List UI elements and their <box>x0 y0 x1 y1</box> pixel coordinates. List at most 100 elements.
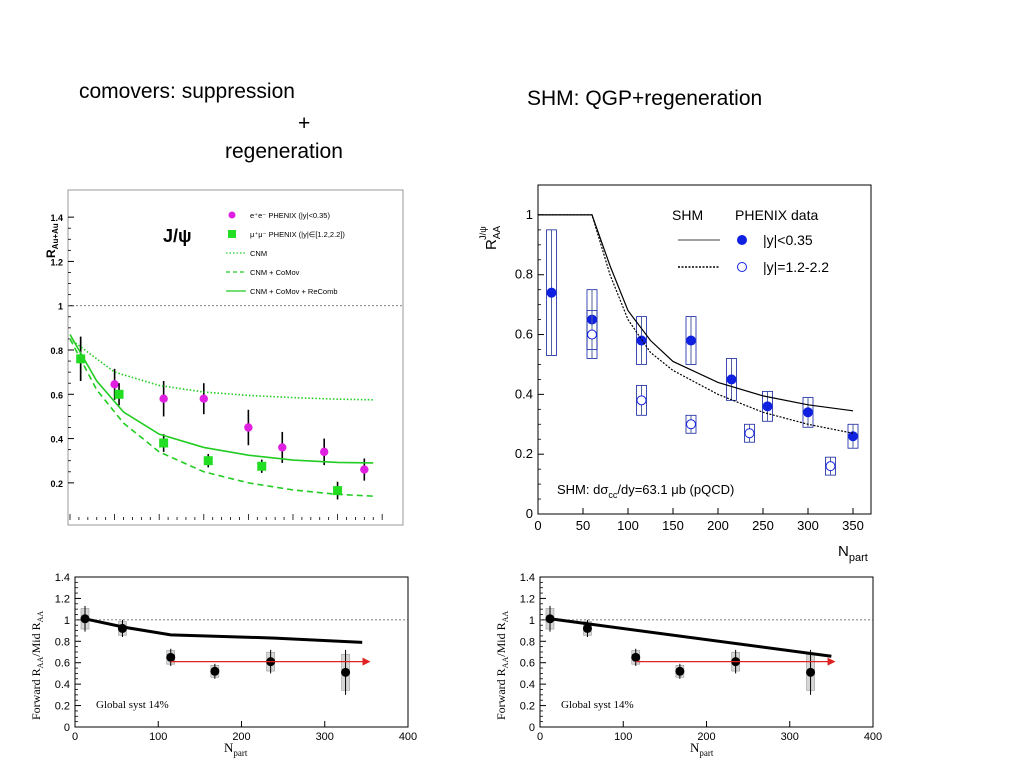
shm-xtick-label: 300 <box>797 518 819 533</box>
ratio-left-series-1-line <box>84 617 363 644</box>
shm-xtick-label: 100 <box>617 518 639 533</box>
comovers-legend-label: CNM + CoMov + ReComb <box>250 287 338 296</box>
ratio-right-ytick-label: 0.8 <box>520 636 535 648</box>
comovers-series-1-point <box>257 461 267 471</box>
ratio-right-ytick-label: 0.6 <box>520 658 535 670</box>
shm-series-1-point <box>587 329 597 340</box>
shm-ytick-label: 1 <box>526 207 533 222</box>
shm-series-1-point <box>636 395 647 406</box>
comovers-legend-label: CNM <box>250 249 267 258</box>
title-comovers: comovers: suppression <box>79 80 295 103</box>
comovers-ytick-label: 0.6 <box>50 390 63 400</box>
shm-series-0-point <box>636 335 647 346</box>
comovers-series-3-line <box>69 338 374 497</box>
shm-annotation: SHM: dσcc/dy=63.1 μb (pQCD) <box>557 482 734 500</box>
ratio-left-ytick-label: 0.2 <box>55 701 70 713</box>
shm-ytick-label: 0.2 <box>515 446 533 461</box>
shm-xtick-label: 350 <box>842 518 864 533</box>
comovers-ytick-label: 0.8 <box>50 346 63 356</box>
shm-series-0-point <box>686 335 696 346</box>
shm-xtick-label: 0 <box>534 518 541 533</box>
comovers-ytick-label: 1 <box>58 302 63 312</box>
ratio-left-xtick-label: 200 <box>232 731 250 743</box>
shm-xtick-label: 150 <box>662 518 684 533</box>
ratio-left-xlabel: Npart <box>224 740 248 758</box>
ratio-right-ylabel: Forward RAA/Mid RAA <box>494 611 510 720</box>
comovers-series-2-line <box>69 338 374 401</box>
ratio-right-ytick-label: 0 <box>529 722 535 734</box>
ratio-left-ytick-label: 0.4 <box>55 679 70 691</box>
shm-series-0-point <box>803 407 813 418</box>
comovers-legend-marker <box>228 211 236 219</box>
ratio-left-annotation: Global syst 14% <box>96 699 169 711</box>
ratio-left-xtick-label: 0 <box>72 731 78 743</box>
ratio-right-ytick-label: 1 <box>529 615 535 627</box>
comovers-series-1-point <box>114 389 124 399</box>
comovers-series-1-point <box>159 438 169 448</box>
ratio-left-series-0-point <box>166 652 176 662</box>
ratio-right-ytick-label: 0.2 <box>520 701 535 713</box>
comovers-series-0-point <box>244 423 253 432</box>
shm-xtick-label: 250 <box>752 518 774 533</box>
comovers-series-0-point <box>110 380 119 389</box>
ratio-left-xtick-label: 400 <box>399 731 417 743</box>
shm-ytick-label: 0.6 <box>515 327 533 342</box>
ratio-left-series-2-arrow-head <box>362 657 371 666</box>
ratio-left-ytick-label: 1.4 <box>55 572 70 584</box>
ratio-left-ytick-label: 1 <box>64 615 70 627</box>
ratio-right-xtick-label: 200 <box>697 731 715 743</box>
comovers-ytick-label: 0.2 <box>50 479 63 489</box>
ratio-left-series-0-point <box>210 666 220 676</box>
comovers-legend-label: e⁺e⁻ PHENIX (|y|<0.35) <box>250 211 330 220</box>
shm-series-0-point <box>546 287 557 298</box>
ratio-left-ytick-label: 0 <box>64 722 70 734</box>
comovers-series-0-point <box>278 443 287 452</box>
ratio-right-xlabel: Npart <box>690 740 714 758</box>
shm-series-3-line <box>538 214 854 434</box>
ratio-right-series-0-point <box>675 666 685 676</box>
shm-series-1-point <box>686 419 696 430</box>
comovers-series-1-point <box>203 456 213 466</box>
ratio-left-ytick-label: 1.2 <box>55 593 70 605</box>
title-plus: + <box>298 112 311 135</box>
shm-legend-header-data: PHENIX data <box>735 207 818 223</box>
ratio-right-annotation: Global syst 14% <box>561 699 634 711</box>
title-shm: SHM: QGP+regeneration <box>527 87 763 110</box>
comovers-ytick-label: 1.2 <box>50 257 63 267</box>
ratio-right-xtick-label: 0 <box>537 731 543 743</box>
comovers-ylabel: RAu+Au <box>44 223 60 258</box>
ratio-left-series-0-point <box>341 667 351 677</box>
comovers-legend-label: CNM + CoMov <box>250 268 300 277</box>
comovers-legend-marker <box>228 230 236 238</box>
comovers-series-0-point <box>199 394 208 403</box>
shm-series-1-point <box>825 461 836 472</box>
shm-series-0-point <box>762 401 773 412</box>
comovers-frame <box>67 189 404 526</box>
shm-ytick-label: 0.4 <box>515 386 533 401</box>
ratio-right-ytick-label: 0.4 <box>520 679 535 691</box>
shm-series-0-point <box>848 431 858 442</box>
comovers-series-0-point <box>159 394 168 403</box>
shm-ylabel: RAAJ/ψ <box>478 225 503 250</box>
ratio-right-xtick-label: 400 <box>864 731 882 743</box>
shm-ytick-label: 0.8 <box>515 267 533 282</box>
ratio-left-xtick-label: 100 <box>149 731 167 743</box>
shm-xlabel: Npart <box>838 543 868 564</box>
shm-legend-label: |y|<0.35 <box>763 232 813 248</box>
shm-legend-label: |y|=1.2-2.2 <box>763 259 829 275</box>
comovers-series-4-line <box>69 334 374 464</box>
ratio-left-ytick-label: 0.8 <box>55 636 70 648</box>
comovers-series-0-point <box>319 447 329 457</box>
title-regeneration: regeneration <box>225 140 343 163</box>
comovers-legend-label: μ⁺μ⁻ PHENIX (|y|∈[1.2,2.2]) <box>250 230 345 239</box>
ratio-right-series-0-point <box>631 652 641 662</box>
ratio-right-series-2-arrow-head <box>827 657 836 666</box>
shm-legend-marker <box>737 235 747 245</box>
ratio-left-ytick-label: 0.6 <box>55 658 70 670</box>
shm-legend-header-model: SHM <box>672 207 703 223</box>
shm-legend-marker <box>737 262 747 272</box>
ratio-right-xtick-label: 100 <box>614 731 632 743</box>
shm-xtick-label: 200 <box>707 518 729 533</box>
shm-xtick-label: 50 <box>576 518 590 533</box>
